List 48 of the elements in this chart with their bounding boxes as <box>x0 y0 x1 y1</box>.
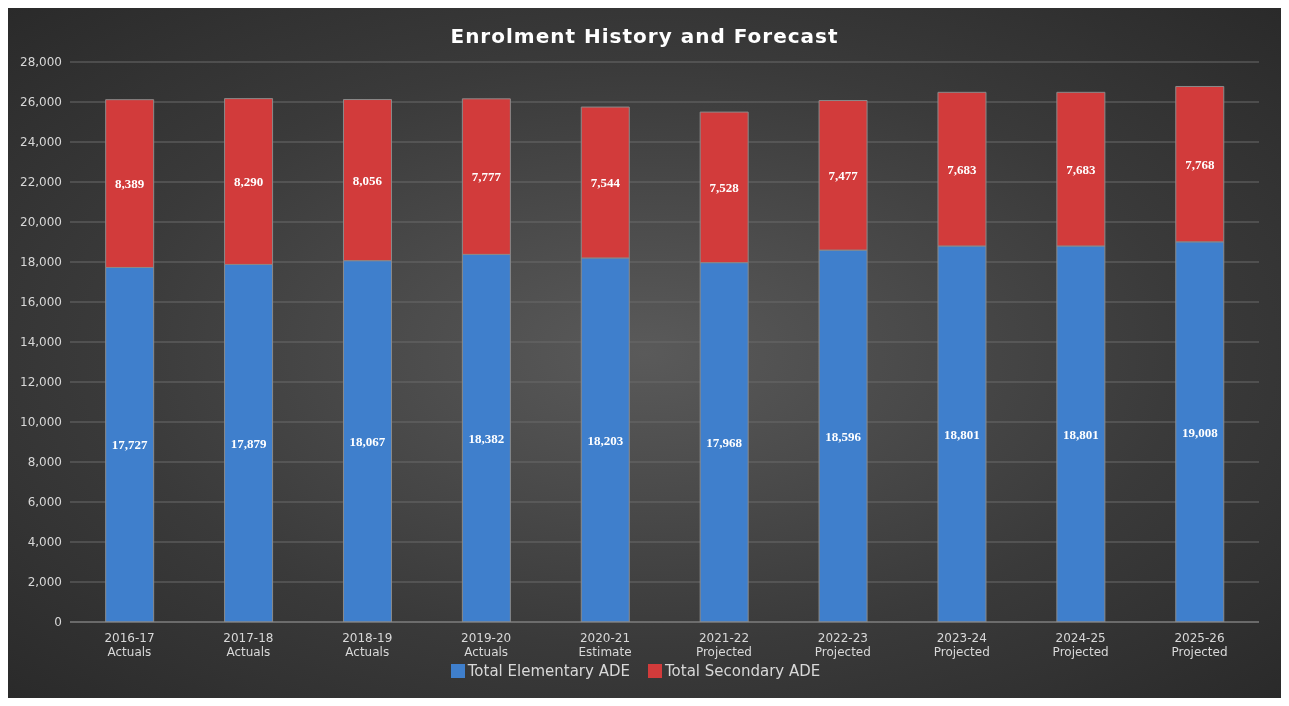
y-tick-label: 26,000 <box>20 95 62 110</box>
y-tick-label: 16,000 <box>20 295 62 310</box>
x-tick-label: 2020-21 Estimate <box>578 631 632 659</box>
y-tick-label: 10,000 <box>20 415 62 430</box>
data-label: 7,544 <box>590 175 621 191</box>
data-label: 19,008 <box>1181 424 1219 440</box>
y-tick-label: 22,000 <box>20 175 62 190</box>
data-label: 18,382 <box>468 430 505 446</box>
x-tick-label: 2017-18 Actuals <box>223 631 274 659</box>
x-tick-label: 2021-22 Projected <box>695 631 752 659</box>
data-label: 17,727 <box>111 437 149 453</box>
x-tick-label: 2024-25 Projected <box>1052 631 1109 659</box>
chart-title: Enrolment History and Forecast <box>449 24 840 48</box>
data-label: 18,067 <box>349 433 386 449</box>
text: Total Elementary ADE <box>467 662 630 680</box>
y-tick-label: 8,000 <box>27 455 62 470</box>
data-label: 17,968 <box>706 434 743 450</box>
data-label: 8,389 <box>115 176 145 192</box>
y-tick-label: 2,000 <box>27 575 62 590</box>
x-tick-label: 2025-26 Projected <box>1171 631 1228 659</box>
x-tick-label: 2019-20 Actuals <box>461 631 512 659</box>
data-label: 7,777 <box>471 169 502 185</box>
data-label: 18,596 <box>825 428 862 444</box>
data-label: 18,801 <box>944 426 980 442</box>
x-tick-label: 2016-17 Actuals <box>104 631 155 659</box>
data-label: 7,683 <box>947 161 978 177</box>
data-label: 17,879 <box>230 435 267 451</box>
y-tick-label: 0 <box>54 615 62 630</box>
data-label: 7,683 <box>1066 161 1096 177</box>
data-label: 7,528 <box>709 179 740 195</box>
data-label: 8,290 <box>233 174 264 190</box>
y-tick-label: 6,000 <box>27 495 62 510</box>
y-tick-label: 4,000 <box>27 535 62 550</box>
y-tick-label: 14,000 <box>20 335 62 350</box>
x-tick-label: 2023-24 Projected <box>933 631 990 659</box>
data-label: 8,056 <box>352 172 383 188</box>
legend-label: Total Secondary ADE <box>664 662 821 680</box>
data-label: 18,801 <box>1062 426 1099 442</box>
y-tick-label: 12,000 <box>20 375 62 390</box>
y-tick-label: 18,000 <box>20 255 62 270</box>
data-label: 7,768 <box>1185 156 1215 172</box>
data-label: 7,477 <box>828 167 859 183</box>
y-tick-label: 20,000 <box>20 215 62 230</box>
y-tick-label: 28,000 <box>20 55 62 70</box>
x-tick-label: 2018-19 Actuals <box>342 631 393 659</box>
y-tick-label: 24,000 <box>20 135 62 150</box>
x-tick-label: 2022-23 Projected <box>814 631 871 659</box>
data-label: 18,203 <box>587 432 624 448</box>
